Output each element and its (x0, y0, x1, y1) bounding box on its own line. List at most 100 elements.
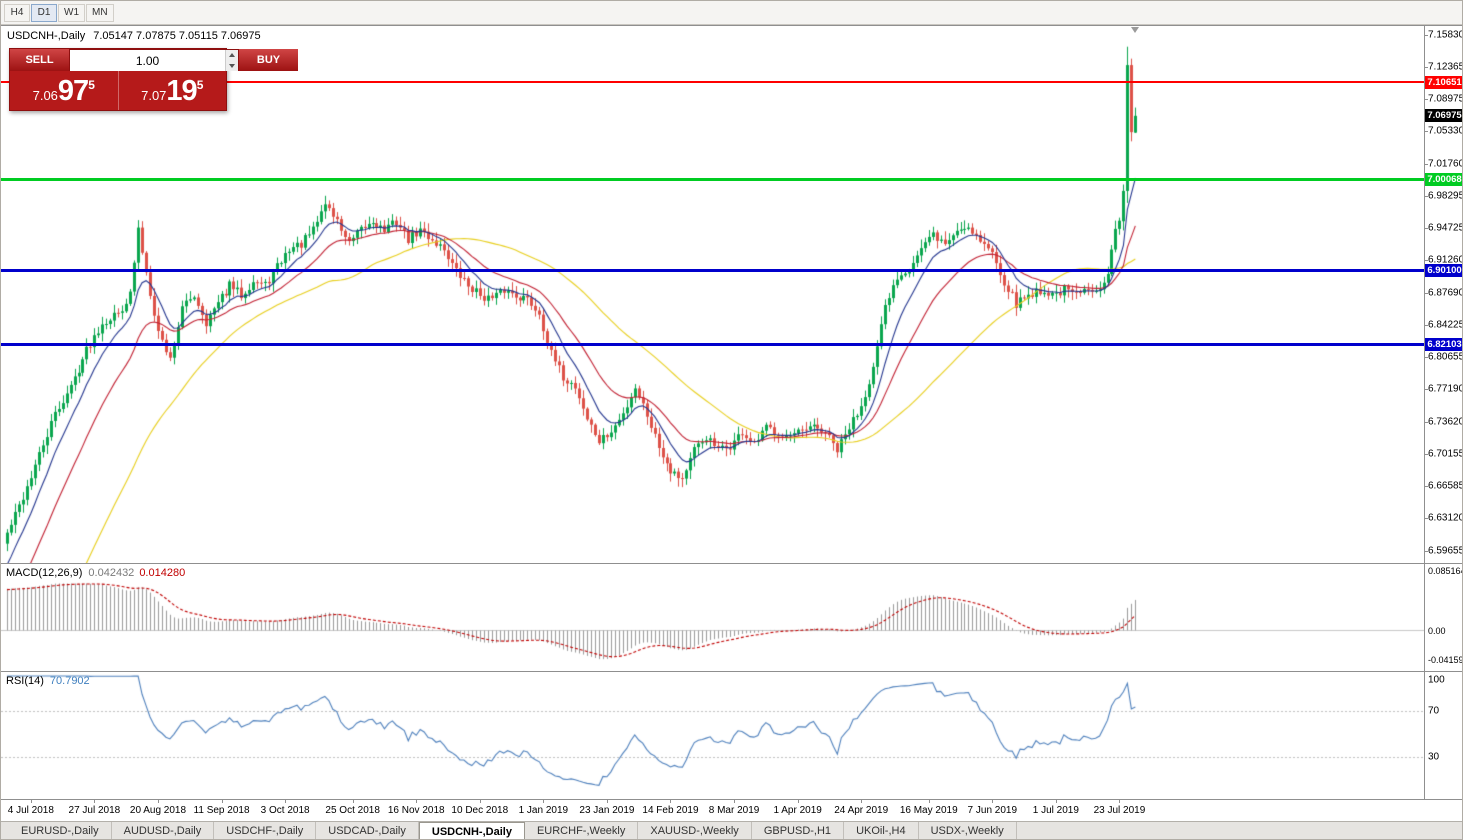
spinner-down-icon[interactable] (226, 60, 238, 71)
date-axis-label: 24 Apr 2019 (834, 805, 889, 816)
rsi-value: 70.7902 (49, 675, 90, 687)
chart-tab-gbpusd[interactable]: GBPUSD-,H1 (752, 822, 845, 839)
price-axis-label: 6.91260 (1428, 254, 1463, 266)
price-axis-label: 7.15830 (1428, 29, 1463, 40)
date-axis-label: 16 May 2019 (899, 805, 958, 816)
date-axis-tick (992, 800, 993, 803)
bid-pip-digit: 5 (88, 77, 95, 92)
date-axis-label: 10 Dec 2018 (451, 805, 509, 816)
price-badge-6.90100: 6.90100 (1425, 264, 1462, 278)
date-axis-tick (929, 800, 930, 803)
chart-tab-ukoil[interactable]: UKOil-,H4 (844, 822, 919, 839)
price-axis-label: 6.59655 (1428, 545, 1463, 556)
date-axis-tick (1119, 800, 1120, 803)
buy-button[interactable]: BUY (238, 49, 298, 71)
current-price-badge: 7.06975 (1425, 109, 1462, 123)
chart-tab-eurusd[interactable]: EURUSD-,Daily (9, 822, 112, 839)
date-axis-tick (353, 800, 354, 803)
price-axis-label: 7.05330 (1428, 125, 1463, 137)
main-chart-panel[interactable]: 7.15830 7.12365 7.08975 7.05330 7.01760 6.982… (1, 25, 1463, 563)
price-axis-label: 6.80655 (1428, 351, 1463, 363)
ask-prefix: 7.07 (141, 88, 167, 103)
date-axis-label: 23 Jul 2019 (1093, 805, 1146, 816)
timeframe-button-w1[interactable]: W1 (58, 3, 85, 22)
price-axis-tick (1425, 357, 1428, 358)
price-axis-tick (1425, 422, 1428, 423)
date-axis-tick (798, 800, 799, 803)
volume-spinner (225, 50, 238, 71)
date-axis-label: 1 Jul 2019 (1032, 805, 1079, 816)
rsi-name: RSI(14) (6, 675, 44, 687)
rsi-label: RSI(14) 70.7902 (6, 675, 90, 687)
price-axis-tick (1425, 325, 1428, 326)
macd-axis: 0.085164 0.00 -0.041597 (1424, 564, 1463, 671)
price-axis-label: 6.94725 (1428, 222, 1463, 234)
price-badge-6.82103: 6.82103 (1425, 337, 1462, 351)
chart-tab-usdx[interactable]: USDX-,Weekly (919, 822, 1017, 839)
chart-tab-xauusd[interactable]: XAUUSD-,Weekly (638, 822, 752, 839)
date-axis-tick (480, 800, 481, 803)
date-axis-tick (670, 800, 671, 803)
date-axis-label: 11 Sep 2018 (193, 805, 250, 816)
date-axis-label: 14 Feb 2019 (642, 805, 699, 816)
macd-axis-max: 0.085164 (1428, 566, 1463, 576)
symbol-timeframe-label: USDCNH-,Daily (7, 30, 86, 42)
date-axis-tick (416, 800, 417, 803)
chart-tab-usdcad[interactable]: USDCAD-,Daily (316, 822, 419, 839)
bid-price[interactable]: 7.06 97 5 (10, 71, 119, 110)
macd-signal-value: 0.014280 (139, 567, 186, 579)
spinner-up-icon[interactable] (226, 50, 238, 61)
timeframe-button-mn[interactable]: MN (86, 3, 114, 22)
price-axis-tick (1425, 35, 1428, 36)
price-axis-tick (1425, 486, 1428, 487)
date-axis-tick (607, 800, 608, 803)
price-axis-tick (1425, 67, 1428, 68)
price-axis-tick (1425, 260, 1428, 261)
date-axis-label: 23 Jan 2019 (579, 805, 635, 816)
date-axis-label: 1 Jan 2019 (518, 805, 569, 816)
chart-tab-usdcnh[interactable]: USDCNH-,Daily (418, 822, 525, 839)
price-axis-label: 7.08975 (1428, 93, 1463, 105)
date-axis-tick (861, 800, 862, 803)
bid-big-digits: 97 (57, 74, 89, 107)
date-axis: 4 Jul 2018 27 Jul 2018 20 Aug 2018 11 Sep 2… (1, 799, 1462, 821)
date-axis-label: 3 Oct 2018 (260, 805, 310, 816)
volume-input[interactable] (70, 50, 225, 71)
price-axis-tick (1425, 131, 1428, 132)
date-axis-tick (285, 800, 286, 803)
macd-indicator-panel[interactable]: MACD(12,26,9) 0.042432 0.014280 0.085164 0… (1, 563, 1463, 671)
bid-prefix: 7.06 (32, 88, 58, 103)
ask-price[interactable]: 7.07 19 5 (119, 71, 227, 110)
chart-tab-eurchf[interactable]: EURCHF-,Weekly (525, 822, 639, 839)
timeframe-button-d1[interactable]: D1 (31, 3, 57, 22)
macd-canvas (1, 564, 1424, 671)
price-axis-label: 7.01760 (1428, 158, 1463, 169)
sell-button[interactable]: SELL (10, 49, 70, 71)
timeframe-button-h4[interactable]: H4 (4, 3, 30, 22)
price-axis-label: 6.84225 (1428, 319, 1463, 331)
timeframe-toolbar: H4 D1 W1 MN (1, 1, 1462, 25)
date-axis-label: 16 Nov 2018 (387, 805, 445, 816)
chart-title: USDCNH-,Daily 7.05147 7.07875 7.05115 7.0… (7, 30, 261, 42)
price-axis-label: 6.98295 (1428, 190, 1463, 202)
date-axis-tick (222, 800, 223, 803)
price-axis-label: 6.63120 (1428, 512, 1463, 524)
macd-name: MACD(12,26,9) (6, 567, 83, 579)
date-axis-tick (31, 800, 32, 803)
price-badge-7.00068: 7.00068 (1425, 172, 1462, 186)
ohlc-values: 7.05147 7.07875 7.05115 7.06975 (93, 30, 261, 42)
macd-main-value: 0.042432 (88, 567, 135, 579)
date-axis-label: 7 Jun 2019 (967, 805, 1018, 816)
date-axis-label: 4 Jul 2018 (7, 805, 54, 816)
price-badge-7.10651: 7.10651 (1425, 75, 1462, 89)
candlestick-chart-canvas[interactable] (1, 26, 1424, 563)
chart-tab-audusd[interactable]: AUDUSD-,Daily (112, 822, 215, 839)
date-axis-tick (543, 800, 544, 803)
date-axis-tick (94, 800, 95, 803)
rsi-indicator-panel[interactable]: RSI(14) 70.7902 100 70 30 (1, 671, 1462, 799)
price-axis-label: 6.87690 (1428, 287, 1463, 298)
chart-tab-usdchf[interactable]: USDCHF-,Daily (214, 822, 317, 839)
chart-shift-marker-icon[interactable] (1131, 27, 1139, 33)
